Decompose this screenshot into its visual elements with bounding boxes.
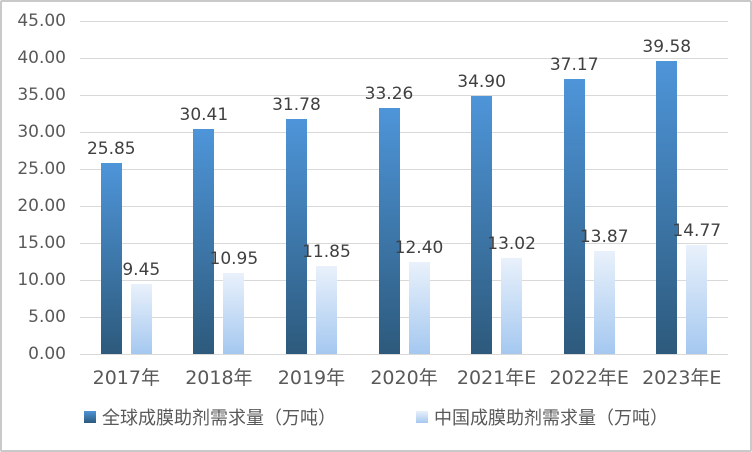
legend-label: 全球成膜助剂需求量（万吨） [102, 408, 336, 429]
bar-china: 13.87 [580, 227, 629, 354]
data-label-china: 14.77 [672, 221, 722, 241]
legend-item-china: 中国成膜助剂需求量（万吨） [416, 404, 668, 430]
data-label-china: 10.95 [209, 249, 259, 269]
bar-group: 39.58 14.77 [635, 21, 728, 354]
bar-group: 25.85 9.45 [80, 21, 173, 354]
gridline [80, 354, 728, 355]
gridline [80, 132, 728, 133]
x-axis: 2017年 2018年 2019年 2020年 2021年E 2022年E 2023年E [80, 363, 728, 390]
plot-area: 25.85 9.45 30.41 10.95 31.78 11.85 33.26 12.40 3… [80, 21, 728, 355]
x-tick-label: 2023年E [642, 367, 722, 389]
data-label-global: 37.17 [549, 55, 599, 75]
legend: 全球成膜助剂需求量（万吨） 中国成膜助剂需求量（万吨） [2, 404, 750, 430]
data-label-china: 9.45 [122, 260, 161, 280]
data-label-china: 13.02 [487, 234, 536, 254]
bar-global: 34.90 [457, 72, 506, 354]
legend-marker-icon [84, 411, 96, 423]
bar-group: 30.41 10.95 [173, 21, 266, 354]
bar-global: 30.41 [180, 105, 228, 354]
data-label-global: 34.90 [457, 72, 506, 92]
data-label-global: 30.41 [179, 105, 229, 125]
data-label-china: 11.85 [302, 242, 351, 262]
gridline [80, 169, 728, 170]
bar-global: 39.58 [642, 37, 691, 354]
legend-marker-icon [416, 411, 428, 423]
bar-global: 33.26 [365, 84, 413, 354]
bar-global: 31.78 [272, 95, 321, 354]
bar-china: 10.95 [210, 249, 258, 354]
gridline [80, 243, 728, 244]
data-label-china: 12.40 [394, 238, 444, 258]
x-tick-label: 2020年 [370, 367, 438, 389]
bar-group: 37.17 13.87 [543, 21, 636, 354]
bar-group: 31.78 11.85 [265, 21, 358, 354]
y-tick-label: 0.00 [28, 344, 66, 364]
y-tick-label: 30.00 [17, 122, 66, 142]
y-axis: 0.00 5.00 10.00 15.00 20.00 25.00 30.00 35.00 40… [2, 2, 66, 450]
x-tick-label: 2022年E [549, 367, 629, 389]
bar-global: 25.85 [87, 139, 136, 354]
y-tick-label: 40.00 [17, 48, 66, 68]
bar-group: 33.26 12.40 [358, 21, 451, 354]
bar-china: 13.02 [487, 234, 536, 354]
bar-groups: 25.85 9.45 30.41 10.95 31.78 11.85 33.26 12.40 3… [80, 21, 728, 354]
y-tick-label: 20.00 [17, 196, 66, 216]
y-tick-label: 35.00 [17, 85, 66, 105]
gridline [80, 58, 728, 59]
bar-china: 11.85 [302, 242, 351, 354]
legend-label: 中国成膜助剂需求量（万吨） [434, 408, 668, 429]
gridline [80, 317, 728, 318]
data-label-global: 25.85 [86, 139, 136, 159]
bar-global: 37.17 [550, 55, 599, 354]
data-label-china: 13.87 [579, 227, 629, 247]
gridline [80, 95, 728, 96]
y-tick-label: 5.00 [28, 307, 66, 327]
y-tick-label: 45.00 [17, 11, 66, 31]
legend-item-global: 全球成膜助剂需求量（万吨） [84, 404, 336, 430]
y-tick-label: 10.00 [17, 270, 66, 290]
x-tick-label: 2017年 [92, 367, 160, 389]
bar-china: 14.77 [672, 221, 721, 354]
bar-china: 9.45 [122, 260, 160, 354]
gridline [80, 21, 728, 22]
data-label-global: 33.26 [364, 84, 414, 104]
x-tick-label: 2018年 [185, 367, 253, 389]
y-tick-label: 15.00 [17, 233, 66, 253]
bar-china: 12.40 [395, 238, 443, 354]
x-tick-label: 2019年 [277, 367, 346, 389]
gridline [80, 206, 728, 207]
data-label-global: 39.58 [642, 37, 692, 57]
data-label-global: 31.78 [272, 95, 321, 115]
y-tick-label: 25.00 [17, 159, 66, 179]
bar-group: 34.90 13.02 [450, 21, 543, 354]
x-tick-label: 2021年E [456, 367, 537, 389]
gridline [80, 280, 728, 281]
